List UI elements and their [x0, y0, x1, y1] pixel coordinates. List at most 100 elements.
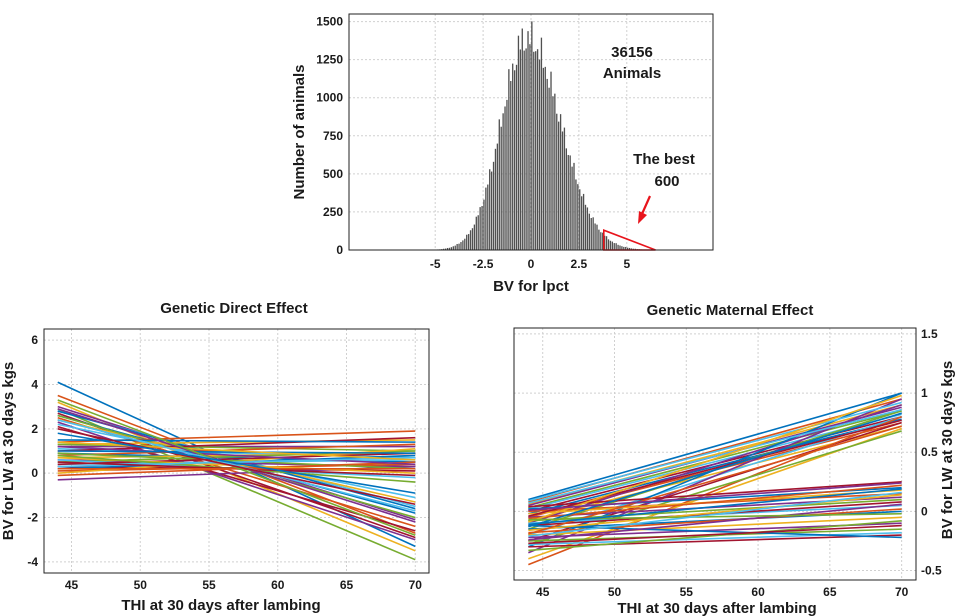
- histogram-x-tick: -5: [430, 257, 441, 271]
- histogram-bar: [504, 106, 506, 250]
- histogram-bar: [460, 242, 462, 250]
- histogram-bar: [467, 234, 470, 250]
- histogram-bar: [527, 31, 529, 251]
- histogram-bar: [542, 67, 545, 250]
- histogram-bar: [617, 244, 619, 250]
- histogram-bar: [475, 216, 477, 250]
- histogram-bar: [458, 243, 460, 250]
- histogram-x-tick: -2.5: [473, 257, 494, 271]
- histogram-bar: [621, 246, 623, 250]
- histogram-bar: [462, 240, 464, 250]
- histogram-bar: [492, 161, 495, 250]
- histogram-bar: [554, 93, 556, 250]
- histogram-bar: [550, 71, 552, 251]
- best-arrow: [638, 195, 652, 224]
- histogram-y-tick: 250: [323, 205, 343, 219]
- histogram-bar: [584, 204, 587, 250]
- best-count-annotation: 600: [654, 173, 679, 190]
- histogram-bar: [464, 238, 466, 250]
- histogram-bar: [469, 230, 472, 250]
- histogram-bar: [487, 184, 489, 250]
- histogram-bar: [548, 87, 550, 250]
- histogram-bar: [594, 223, 596, 250]
- histogram-x-tick: 5: [623, 257, 630, 271]
- histogram-bar: [609, 240, 612, 250]
- histogram-bar: [577, 184, 579, 250]
- histogram-bar: [556, 113, 558, 250]
- histogram-bar: [615, 243, 617, 250]
- best-600-highlight: [602, 229, 656, 251]
- histogram-bar: [600, 232, 602, 250]
- histogram-bar: [544, 66, 546, 250]
- histogram-bar: [586, 207, 589, 250]
- histogram-bar: [525, 48, 527, 250]
- histogram-bar: [579, 189, 581, 250]
- histogram-bar: [569, 155, 571, 250]
- histogram-bar: [500, 126, 502, 250]
- histogram-bar: [519, 49, 522, 250]
- histogram-bar: [523, 50, 525, 250]
- histogram-bar: [489, 169, 491, 250]
- histogram-x-tick: 2.5: [571, 257, 588, 271]
- histogram-grid: [349, 14, 713, 250]
- histogram-bar: [571, 166, 573, 250]
- histogram-bar: [625, 246, 627, 250]
- histogram-bar: [573, 162, 575, 250]
- histogram-bar: [490, 171, 493, 250]
- histogram-bar: [448, 247, 451, 250]
- histogram-bar: [506, 99, 508, 250]
- histogram-bar: [498, 119, 500, 251]
- histogram-bar: [536, 49, 539, 251]
- histogram-bar: [575, 179, 577, 250]
- histogram-bar: [513, 70, 516, 250]
- best-600-triangle: [602, 229, 656, 251]
- histogram-bar: [471, 228, 474, 250]
- histogram-bar: [581, 196, 583, 250]
- histogram-bar: [613, 243, 615, 250]
- histogram-bar: [598, 229, 600, 250]
- histogram-bar: [611, 241, 613, 250]
- histogram-bar: [559, 114, 562, 251]
- histogram-bar: [628, 247, 631, 250]
- histogram-bar: [481, 206, 483, 250]
- histogram-x-tick: 0: [528, 257, 535, 271]
- histogram-bar: [605, 236, 608, 250]
- histogram-bar: [496, 143, 499, 250]
- histogram-y-tick: 1250: [316, 53, 343, 67]
- histogram-bar: [590, 218, 592, 250]
- histogram-bar: [619, 245, 621, 250]
- histogram-bar: [510, 81, 512, 250]
- histogram-bar: [592, 217, 594, 250]
- histogram-bar: [452, 246, 454, 250]
- histogram-bar: [602, 232, 604, 250]
- histogram-bar: [538, 59, 541, 250]
- histogram-bar: [515, 64, 518, 251]
- histogram-bar: [485, 187, 487, 250]
- histogram-bar: [517, 35, 520, 250]
- histogram-bar: [444, 248, 447, 250]
- histogram-bars: [387, 21, 667, 251]
- histogram-y-tick: 1500: [316, 15, 343, 29]
- histogram-bar: [443, 248, 445, 250]
- histogram-bar: [477, 215, 479, 250]
- histogram-bar: [521, 28, 523, 250]
- histogram-bar: [508, 69, 510, 250]
- histogram-bar: [533, 51, 535, 250]
- histogram-bar: [512, 63, 514, 251]
- histogram-bar: [607, 239, 610, 250]
- histogram-bar: [558, 121, 560, 251]
- animals-count-annotation: 36156: [611, 44, 653, 61]
- histogram-bar: [529, 44, 531, 250]
- histogram-bar: [626, 247, 629, 250]
- histogram-bar: [567, 155, 569, 250]
- histogram-bar: [502, 113, 504, 250]
- histogram-y-tick: 750: [323, 129, 343, 143]
- best-label-annotation: The best: [633, 151, 695, 168]
- histogram-bar: [588, 213, 590, 250]
- animals-word-annotation: Animals: [603, 65, 661, 82]
- histogram-bar: [454, 245, 456, 250]
- histogram-bar: [531, 21, 533, 250]
- histogram-bar: [563, 127, 566, 250]
- histogram-bar: [535, 51, 537, 250]
